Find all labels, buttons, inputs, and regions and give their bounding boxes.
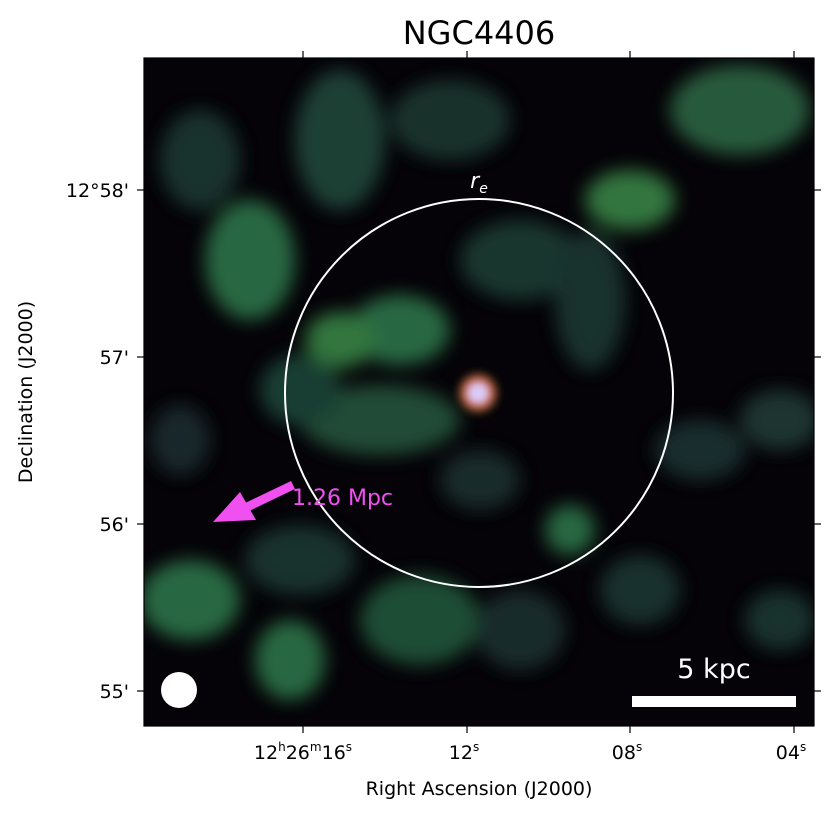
x-axis-label: Right Ascension (J2000) xyxy=(366,778,593,800)
re-label: re xyxy=(470,169,488,197)
x-tick-label-0: 12h26m16s xyxy=(254,740,352,764)
y-ticks xyxy=(137,189,821,692)
x-ticks xyxy=(302,51,795,733)
plot-title: NGC4406 xyxy=(403,14,556,52)
y-tick-label-2: 56' xyxy=(100,514,129,536)
distance-arrow xyxy=(213,480,295,522)
intensity-map xyxy=(144,58,814,726)
y-tick-label-3: 55' xyxy=(100,681,129,703)
beam-ellipse xyxy=(161,672,197,708)
x-tick-label-3: 04s xyxy=(776,740,806,764)
y-tick-label-1: 57' xyxy=(100,347,129,369)
axes-frame xyxy=(143,57,815,727)
y-tick-label-0: 12°58' xyxy=(66,180,129,202)
x-tick-label-1: 12s xyxy=(449,740,479,764)
y-axis-label: Declination (J2000) xyxy=(15,301,37,483)
scale-bar-label: 5 kpc xyxy=(677,654,750,685)
x-tick-label-2: 08s xyxy=(612,740,642,764)
re-circle xyxy=(284,198,674,588)
distance-label: 1.26 Mpc xyxy=(292,486,393,511)
scale-bar xyxy=(632,696,796,707)
